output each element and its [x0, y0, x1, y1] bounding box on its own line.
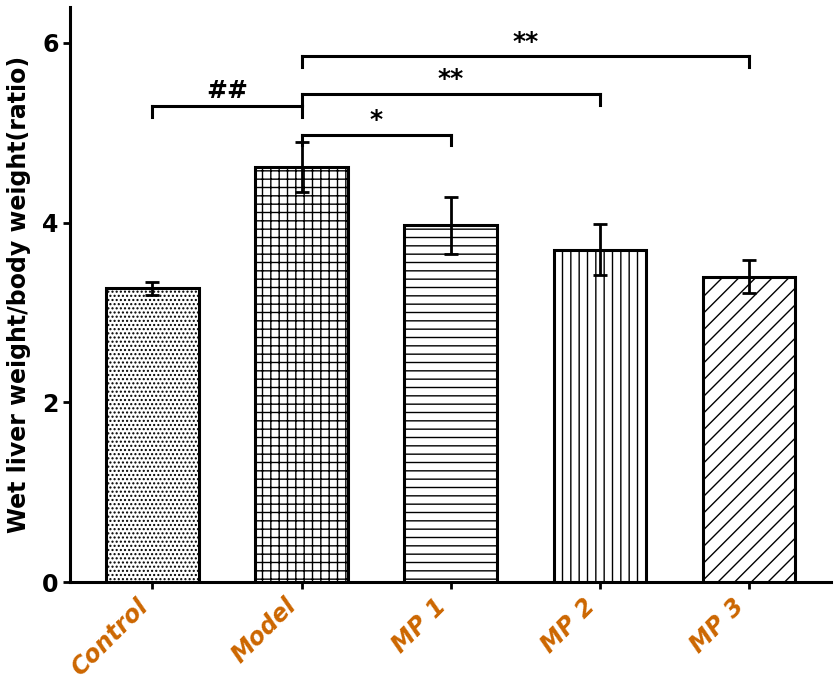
Y-axis label: Wet liver weight/body weight(ratio): Wet liver weight/body weight(ratio) — [7, 56, 31, 533]
Bar — [405, 225, 497, 582]
Text: ##: ## — [206, 79, 248, 103]
Bar — [554, 249, 646, 582]
Bar — [256, 167, 348, 582]
Bar — [106, 289, 199, 582]
Text: **: ** — [512, 30, 538, 54]
Bar — [703, 277, 795, 582]
Text: **: ** — [437, 67, 464, 91]
Text: *: * — [370, 108, 383, 132]
